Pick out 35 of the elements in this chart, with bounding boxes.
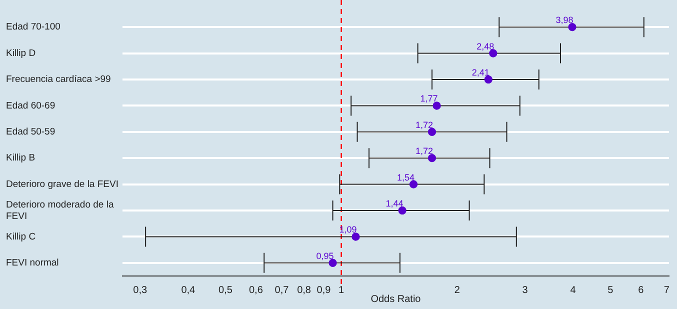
y-tick-label: Edad 60-69 <box>6 100 56 112</box>
x-tick-label: 1 <box>338 284 345 296</box>
data-label: 1,54 <box>396 172 415 182</box>
y-tick-label: Deterioro moderado de la FEVI <box>6 199 114 222</box>
data-label: 1,44 <box>386 198 404 208</box>
data-label: 1,77 <box>420 94 438 104</box>
x-tick-label: 2 <box>454 284 460 296</box>
y-tick-label: Killip B <box>6 152 36 164</box>
data-label: 3,98 <box>556 15 574 26</box>
y-tick-label: Edad 70-100 <box>6 22 60 33</box>
x-tick-label: 0,4 <box>181 284 196 296</box>
y-tick-label: Killip D <box>6 48 36 59</box>
x-tick-label: 0,9 <box>316 284 332 296</box>
x-tick-label: 5 <box>608 284 614 296</box>
x-tick-label: 4 <box>570 284 576 296</box>
x-axis-title: Odds Ratio <box>370 294 422 305</box>
x-tick-label: 7 <box>664 284 670 296</box>
data-label: 1,72 <box>415 120 433 130</box>
x-tick-label: 0,3 <box>133 284 148 296</box>
data-label: 2,48 <box>476 41 494 52</box>
y-tick-label: Deterioro grave de la FEVI <box>6 178 118 190</box>
x-tick-label: 0,5 <box>218 284 233 296</box>
data-label: 0,95 <box>316 250 334 261</box>
x-tick-label: 0,6 <box>249 284 264 296</box>
y-tick-label: Frecuencia cardíaca >99 <box>6 74 111 86</box>
x-tick-label: 3 <box>522 284 528 296</box>
x-tick-label: 0,7 <box>274 284 290 296</box>
x-tick-label: 0,8 <box>297 284 312 296</box>
x-tick-label: 6 <box>638 284 644 296</box>
y-tick-label: Killip C <box>6 231 36 242</box>
data-label: 1,09 <box>339 224 357 235</box>
y-tick-label: FEVI normal <box>6 258 59 269</box>
data-label: 2,41 <box>472 67 490 78</box>
y-tick-label: Edad 50-59 <box>6 126 56 138</box>
data-label: 1,72 <box>415 146 433 156</box>
